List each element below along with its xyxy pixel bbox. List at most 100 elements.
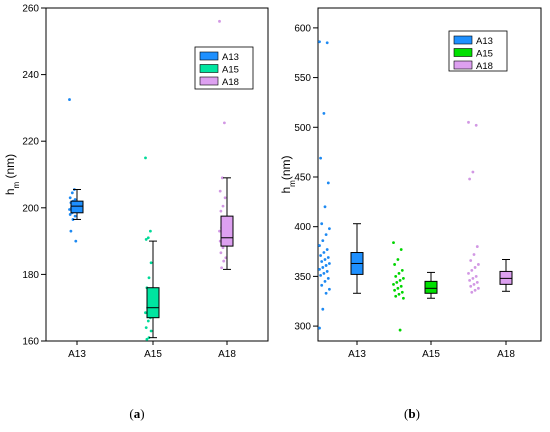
data-point-a18 [219,209,223,213]
data-point-a13 [328,287,331,291]
x-tick-label: A13 [68,349,86,360]
plot-frame [45,7,269,342]
data-point-a18 [473,266,477,269]
data-point-a18 [220,266,224,270]
data-point-a15 [396,286,400,290]
data-point-a13 [324,264,328,267]
data-point-a18 [470,290,474,294]
data-point-a13 [325,270,329,273]
legend-label: A15 [476,49,493,60]
data-point-a13 [323,279,327,283]
legend-label: A18 [476,61,493,72]
data-point-a18 [477,286,480,290]
data-point-a13 [324,233,328,237]
data-point-a18 [475,245,479,248]
data-point-a18 [222,259,226,263]
panel-caption: (b) [404,406,420,421]
x-tick-label: A13 [348,349,366,360]
legend-label: A15 [222,65,239,76]
data-point-a13 [321,307,325,311]
legend-swatch [453,35,473,45]
data-point-a13 [325,41,329,45]
data-point-a18 [472,253,476,256]
box-a13 [70,200,84,214]
y-tick-label: 180 [22,270,39,281]
data-point-a15 [145,337,149,341]
data-point-a13 [73,214,77,218]
legend-swatch [199,51,219,61]
data-point-a15 [392,282,395,286]
data-point-a15 [399,248,403,251]
data-point-a15 [402,276,405,280]
data-point-a13 [318,326,321,330]
data-point-a18 [469,284,473,288]
data-point-a18 [475,280,479,284]
data-point-a13 [328,227,331,231]
data-point-a13 [68,98,71,101]
data-point-a15 [394,294,398,298]
data-point-a13 [323,258,327,261]
data-point-a13 [324,291,328,295]
data-point-a15 [144,326,148,330]
data-point-a18 [467,120,470,124]
data-point-a13 [321,266,325,269]
x-tick-label: A18 [218,349,236,360]
data-point-a13 [322,272,326,275]
data-point-a18 [218,229,221,233]
data-point-a15 [393,288,396,292]
panel-caption: (a) [129,406,144,421]
data-point-a13 [74,239,78,243]
data-point-a13 [318,244,321,247]
data-point-a18 [221,246,225,250]
box-a18 [220,215,234,247]
data-point-a18 [223,121,226,125]
data-point-a15 [393,263,396,266]
data-point-a13 [326,256,330,259]
data-point-a15 [149,261,153,265]
data-point-a18 [468,177,471,181]
data-point-a15 [144,156,147,160]
data-point-a15 [149,329,153,333]
data-point-a13 [321,239,325,243]
legend-label: A18 [222,77,239,88]
data-point-a13 [320,260,324,263]
data-point-a13 [73,198,77,201]
data-point-a15 [144,311,147,315]
x-tick-label: A15 [144,349,162,360]
legend-swatch [199,64,219,73]
data-point-a13 [69,229,73,233]
legend-swatch [199,76,219,86]
data-point-a15 [394,274,398,278]
data-point-a15 [397,272,401,275]
y-tick-label: 600 [294,23,311,34]
y-axis-label: hm (nm) [3,154,21,195]
data-point-a18 [467,272,470,275]
y-tick-label: 300 [294,322,311,333]
x-tick-label: A18 [497,349,515,360]
plot-frame [317,7,542,342]
y-tick-label: 400 [294,222,311,233]
legend-label: A13 [222,52,239,63]
legend-swatch [453,48,473,57]
y-tick-label: 240 [22,70,39,81]
data-point-a13 [328,262,331,265]
data-point-a18 [470,269,474,272]
data-point-a15 [397,292,401,296]
data-point-a18 [473,288,477,292]
data-point-a18 [477,263,480,266]
data-point-a18 [219,251,223,255]
data-point-a13 [322,251,326,254]
data-point-a18 [221,204,225,208]
data-point-a18 [220,176,224,180]
data-point-a15 [400,269,404,272]
data-point-a15 [395,280,399,284]
data-point-a13 [322,111,326,115]
data-point-a13 [318,268,321,271]
data-point-a13 [325,248,329,251]
data-point-a18 [223,196,227,200]
data-point-a13 [326,276,330,280]
data-point-a13 [318,40,321,44]
data-point-a15 [392,241,395,244]
